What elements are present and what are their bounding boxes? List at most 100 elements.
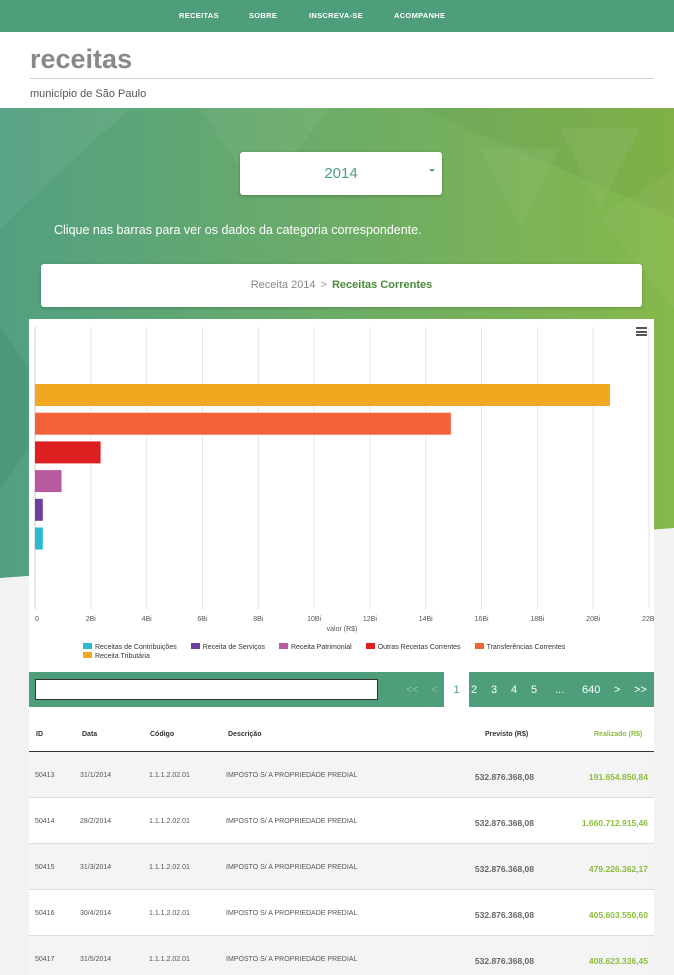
table-row[interactable]: 50416 30/4/2014 1.1.1.2.02.01 IMPOSTO S/ A … [29, 890, 654, 936]
breadcrumb-current: Receitas Correntes [331, 279, 433, 291]
page-5-button[interactable]: 5 [531, 684, 538, 696]
col-descricao[interactable]: Descrição [228, 731, 262, 738]
col-codigo[interactable]: Código [150, 731, 175, 738]
cell-descricao: IMPOSTO S/ A PROPRIEDADE PREDIAL [226, 910, 358, 917]
cell-data: 31/5/2014 [80, 956, 112, 963]
x-tick-label: 18Bi [530, 616, 544, 623]
revenue-table: ID Data Código Descrição Previsto (R$) R… [29, 707, 654, 975]
bar-receitas-de-contribui-es[interactable] [35, 527, 43, 550]
bar-chart: 0 2Bi 4Bi 6Bi 8Bi 10Bi 12Bi 14Bi 16Bi 18Bi 20Bi 22B… [34, 327, 656, 633]
page-1-button[interactable]: 1 [444, 672, 469, 707]
bar-receita-tribut-ria[interactable] [35, 384, 610, 406]
nav-acompanhe[interactable]: ACOMPANHE [394, 11, 446, 20]
x-tick-label: 22Bi [642, 616, 654, 623]
col-previsto[interactable]: Previsto (R$) [485, 731, 529, 738]
legend-label: Transferências Correntes [486, 644, 566, 651]
legend-swatch [474, 643, 484, 649]
year-select[interactable]: 2014 [240, 152, 442, 195]
x-tick-label: 14Bi [419, 616, 433, 623]
breadcrumb: Receita 2014 > Receitas Correntes [41, 264, 642, 307]
header-divider [30, 78, 654, 79]
year-select-value: 2014 [324, 165, 358, 182]
breadcrumb-separator-icon: > [320, 279, 327, 291]
page-640-button[interactable]: 640 [582, 684, 601, 696]
x-tick-label: 20Bi [586, 616, 600, 623]
cell-previsto: 532.876.368,08 [474, 772, 534, 782]
prev-page-button[interactable]: < [431, 684, 438, 696]
legend-swatch [365, 643, 375, 649]
bar-outras-receitas-correntes[interactable] [35, 441, 101, 464]
x-tick-label: 6Bi [197, 616, 208, 623]
x-tick-label: 10Bi [307, 616, 321, 623]
table-row[interactable]: 50414 28/2/2014 1.1.1.2.02.01 IMPOSTO S/ A … [29, 798, 654, 844]
legend-item[interactable]: Outras Receitas Correntes [365, 643, 461, 652]
page-2-button[interactable]: 2 [471, 684, 478, 696]
search-input[interactable] [35, 679, 378, 700]
x-tick-label: 2Bi [86, 616, 97, 623]
legend-label: Receita de Serviços [202, 644, 265, 651]
x-tick-label: 16Bi [475, 616, 489, 623]
legend-item[interactable]: Receita Patrimonial [278, 643, 352, 652]
legend-swatch [83, 643, 92, 649]
cell-data: 31/1/2014 [80, 772, 112, 779]
legend-swatch [278, 643, 288, 649]
page-3-button[interactable]: 3 [491, 684, 498, 696]
table-toolbar: << < 1 2 3 4 5 ... 640 > >> [29, 672, 654, 707]
x-tick-label: 12Bi [363, 616, 377, 623]
legend-item[interactable]: Receita Tributária [83, 652, 150, 661]
nav-sobre[interactable]: SOBRE [249, 11, 278, 20]
x-tick-label: 0 [35, 616, 39, 623]
bar-transfer-ncias-correntes[interactable] [35, 412, 451, 435]
cell-realizado: 1.660.712.915,46 [581, 818, 648, 828]
cell-previsto: 532.876.368,08 [474, 864, 534, 874]
legend-label: Receitas de Contribuições [95, 644, 177, 651]
cell-previsto: 532.876.368,08 [474, 956, 534, 966]
cell-descricao: IMPOSTO S/ A PROPRIEDADE PREDIAL [226, 956, 358, 963]
cell-id: 50414 [35, 818, 55, 825]
cell-descricao: IMPOSTO S/ A PROPRIEDADE PREDIAL [226, 818, 358, 825]
page-header: receitas município de São Paulo [0, 32, 674, 108]
chart-container: 0 2Bi 4Bi 6Bi 8Bi 10Bi 12Bi 14Bi 16Bi 18Bi 20Bi 22B… [29, 319, 656, 672]
bar-receita-de-servi-os[interactable] [35, 498, 43, 521]
chart-menu-icon[interactable] [636, 327, 647, 336]
col-realizado[interactable]: Realizado (R$) [594, 731, 643, 738]
cell-id: 50413 [35, 772, 55, 779]
page-4-button[interactable]: 4 [511, 684, 518, 696]
table-header: ID Data Código Descrição Previsto (R$) R… [29, 707, 654, 752]
legend-label: Outras Receitas Correntes [377, 644, 461, 651]
bar-receita-patrimonial[interactable] [35, 470, 62, 493]
nav-receitas[interactable]: RECEITAS [179, 11, 219, 20]
nav-inscreva-se[interactable]: INSCREVA-SE [309, 11, 364, 20]
col-id[interactable]: ID [36, 731, 43, 738]
cell-codigo: 1.1.1.2.02.01 [149, 956, 190, 963]
legend-item[interactable]: Receitas de Contribuições [83, 643, 177, 652]
cell-data: 30/4/2014 [80, 910, 112, 917]
cell-id: 50417 [35, 956, 55, 963]
x-axis-label: valor (R$) [327, 626, 358, 633]
col-data[interactable]: Data [82, 731, 98, 738]
legend-label: Receita Tributária [95, 653, 150, 660]
x-tick-label: 4Bi [142, 616, 153, 623]
legend-item[interactable]: Receita de Serviços [190, 643, 265, 652]
last-page-button[interactable]: >> [634, 684, 647, 696]
page-title: receitas [30, 44, 133, 74]
cell-descricao: IMPOSTO S/ A PROPRIEDADE PREDIAL [226, 864, 358, 871]
first-page-button[interactable]: << [406, 684, 419, 696]
top-nav: RECEITAS SOBRE INSCREVA-SE ACOMPANHE [0, 0, 674, 32]
table-row[interactable]: 50415 31/3/2014 1.1.1.2.02.01 IMPOSTO S/ A … [29, 844, 654, 890]
cell-id: 50416 [35, 910, 55, 917]
table-row[interactable]: 50417 31/5/2014 1.1.1.2.02.01 IMPOSTO S/ A … [29, 936, 654, 975]
cell-descricao: IMPOSTO S/ A PROPRIEDADE PREDIAL [226, 772, 358, 779]
cell-realizado: 191.654.850,84 [588, 772, 648, 782]
next-page-button[interactable]: > [614, 684, 621, 696]
chevron-down-icon [429, 169, 435, 172]
cell-codigo: 1.1.1.2.02.01 [149, 772, 190, 779]
legend-item[interactable]: Transferências Correntes [474, 643, 566, 652]
cell-previsto: 532.876.368,08 [474, 910, 534, 920]
cell-codigo: 1.1.1.2.02.01 [149, 864, 190, 871]
breadcrumb-root[interactable]: Receita 2014 [250, 279, 316, 291]
legend-label: Receita Patrimonial [290, 644, 352, 651]
table-row[interactable]: 50413 31/1/2014 1.1.1.2.02.01 IMPOSTO S/ A … [29, 752, 654, 798]
instruction-text: Clique nas barras para ver os dados da c… [54, 223, 422, 237]
x-tick-label: 8Bi [253, 616, 264, 623]
